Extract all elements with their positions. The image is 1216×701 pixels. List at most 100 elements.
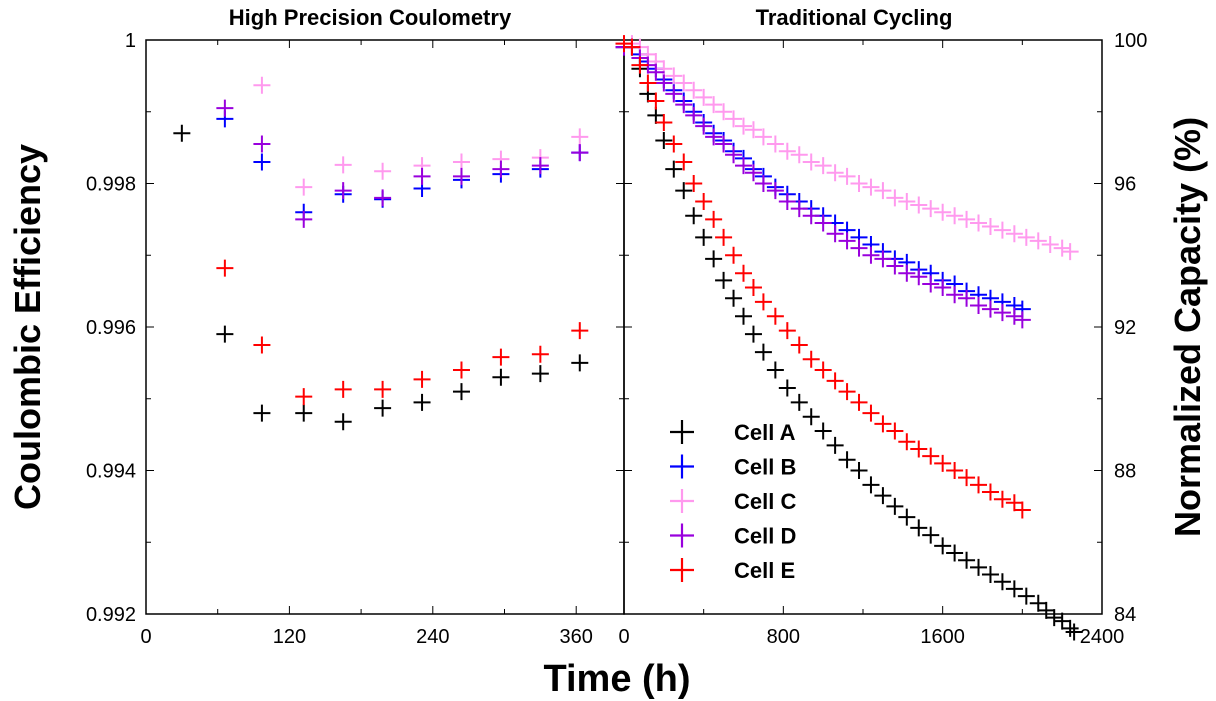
data-point bbox=[725, 246, 743, 264]
left-series-cell-a bbox=[173, 124, 589, 431]
data-point bbox=[922, 526, 940, 544]
data-point bbox=[826, 436, 844, 454]
data-point bbox=[898, 192, 916, 210]
data-point bbox=[253, 76, 271, 94]
data-point bbox=[1041, 235, 1059, 253]
data-point bbox=[675, 96, 693, 114]
data-point bbox=[862, 476, 880, 494]
data-point bbox=[744, 325, 762, 343]
right-y-tick-label: 92 bbox=[1114, 317, 1136, 339]
data-point bbox=[735, 264, 752, 282]
data-point bbox=[452, 361, 470, 379]
left-panel-title: High Precision Coulometry bbox=[229, 5, 512, 30]
data-point bbox=[778, 192, 796, 210]
data-point bbox=[886, 422, 904, 440]
data-point bbox=[334, 380, 352, 398]
data-point bbox=[993, 221, 1011, 239]
data-point bbox=[374, 162, 392, 180]
legend-label-cell-c: Cell C bbox=[734, 489, 796, 514]
data-point bbox=[1017, 228, 1035, 246]
data-point bbox=[790, 200, 808, 218]
data-point bbox=[766, 135, 784, 153]
data-point bbox=[571, 322, 589, 340]
data-point bbox=[910, 440, 928, 458]
data-point bbox=[295, 210, 313, 228]
data-point bbox=[850, 462, 868, 479]
data-point bbox=[374, 189, 392, 207]
data-point bbox=[655, 74, 673, 92]
right-y-tick-label: 88 bbox=[1114, 461, 1136, 483]
data-point bbox=[981, 218, 999, 236]
data-point bbox=[705, 210, 723, 228]
data-point bbox=[253, 404, 271, 422]
right-y-tick-label: 96 bbox=[1114, 174, 1136, 196]
data-point bbox=[1029, 232, 1047, 250]
data-point bbox=[766, 361, 784, 379]
data-point bbox=[665, 135, 683, 153]
data-point bbox=[1053, 612, 1071, 630]
legend-label-cell-a: Cell A bbox=[734, 420, 796, 445]
data-point bbox=[1065, 623, 1083, 641]
data-point bbox=[295, 388, 313, 406]
data-point bbox=[778, 142, 796, 160]
data-point bbox=[647, 106, 665, 124]
left-x-tick-label: 240 bbox=[416, 626, 449, 648]
data-point bbox=[862, 404, 880, 422]
data-point bbox=[1005, 494, 1023, 512]
data-point bbox=[374, 380, 392, 398]
data-point bbox=[910, 519, 928, 537]
data-point bbox=[934, 279, 952, 297]
left-x-tick-label: 360 bbox=[560, 626, 593, 648]
data-point bbox=[665, 160, 683, 178]
data-point bbox=[452, 167, 470, 185]
data-point bbox=[631, 56, 649, 74]
data-point bbox=[531, 157, 549, 175]
data-point bbox=[886, 497, 904, 515]
data-point bbox=[862, 178, 880, 196]
data-point bbox=[452, 153, 470, 171]
legend-marker-cell-a bbox=[670, 420, 694, 444]
left-panel-plot: 0 120 240 360 0.992 0.994 0.996 0.998 1 bbox=[86, 30, 625, 648]
data-point bbox=[531, 345, 549, 363]
legend-marker-cell-d bbox=[670, 523, 694, 548]
data-point bbox=[413, 370, 431, 388]
data-point bbox=[735, 117, 752, 135]
data-point bbox=[685, 175, 703, 192]
data-point bbox=[790, 393, 808, 411]
data-point bbox=[993, 573, 1011, 591]
data-point bbox=[958, 551, 976, 569]
data-point bbox=[850, 175, 868, 192]
data-point bbox=[874, 250, 892, 268]
data-point bbox=[934, 454, 952, 472]
data-point bbox=[981, 300, 999, 318]
data-point bbox=[922, 200, 940, 218]
data-point bbox=[571, 128, 589, 146]
data-point bbox=[675, 182, 693, 200]
data-point bbox=[826, 372, 844, 390]
right-x-tick-label: 1600 bbox=[920, 626, 965, 648]
data-point bbox=[838, 232, 856, 250]
data-point bbox=[886, 257, 904, 275]
data-point bbox=[413, 393, 431, 411]
data-point bbox=[685, 106, 703, 124]
data-point bbox=[744, 279, 762, 297]
data-point bbox=[685, 81, 703, 99]
right-series-cell-d bbox=[615, 38, 1031, 329]
data-point bbox=[735, 307, 752, 325]
data-point bbox=[910, 268, 928, 286]
data-point bbox=[253, 336, 271, 354]
data-point bbox=[715, 135, 733, 153]
data-point bbox=[850, 239, 868, 257]
data-point bbox=[1029, 594, 1047, 612]
right-series-cell-e bbox=[615, 35, 1031, 519]
data-point bbox=[970, 558, 988, 576]
data-point bbox=[886, 189, 904, 207]
data-point bbox=[838, 167, 856, 185]
data-point bbox=[492, 368, 510, 386]
data-point bbox=[253, 135, 271, 153]
data-point bbox=[216, 325, 234, 343]
data-point bbox=[838, 451, 856, 469]
data-point bbox=[695, 88, 713, 106]
data-point bbox=[665, 85, 683, 103]
